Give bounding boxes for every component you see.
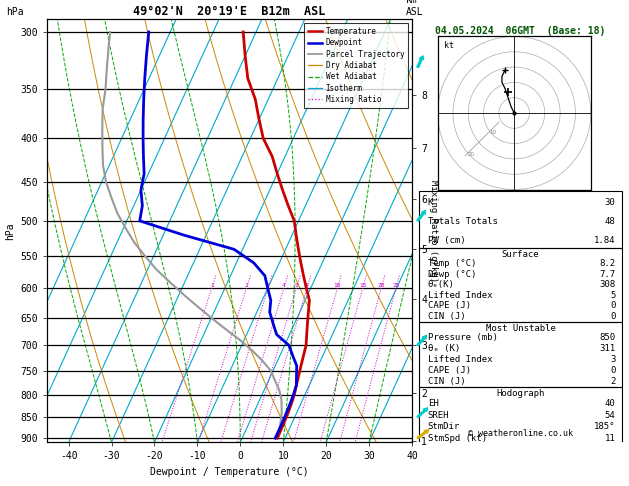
Text: Temp (°C): Temp (°C) <box>428 259 476 268</box>
Text: StmDir: StmDir <box>428 422 460 432</box>
Text: 40: 40 <box>604 399 615 408</box>
Text: 7.7: 7.7 <box>599 270 615 278</box>
Text: Lifted Index: Lifted Index <box>428 291 493 300</box>
Text: θₑ(K): θₑ(K) <box>428 280 455 289</box>
Text: 10: 10 <box>489 130 496 136</box>
Bar <box>420 387 621 444</box>
Text: Surface: Surface <box>502 250 539 259</box>
Text: 2: 2 <box>245 283 248 288</box>
Text: CIN (J): CIN (J) <box>428 312 465 321</box>
Bar <box>420 322 621 387</box>
Text: 10: 10 <box>333 283 341 288</box>
Text: 04.05.2024  06GMT  (Base: 18): 04.05.2024 06GMT (Base: 18) <box>435 26 606 36</box>
Text: 30: 30 <box>604 198 615 207</box>
Text: 2: 2 <box>610 377 615 386</box>
Text: Pressure (mb): Pressure (mb) <box>428 333 498 342</box>
Text: 4: 4 <box>282 283 286 288</box>
Text: 185°: 185° <box>594 422 615 432</box>
Text: 311: 311 <box>599 344 615 353</box>
Y-axis label: Mixing Ratio (g/kg): Mixing Ratio (g/kg) <box>429 180 438 282</box>
Text: 54: 54 <box>604 411 615 420</box>
Text: © weatheronline.co.uk: © weatheronline.co.uk <box>468 429 573 438</box>
Text: hPa: hPa <box>6 7 24 17</box>
Bar <box>420 248 621 322</box>
Text: 1.84: 1.84 <box>594 236 615 244</box>
Y-axis label: hPa: hPa <box>5 222 15 240</box>
Text: CAPE (J): CAPE (J) <box>428 366 470 375</box>
Text: CIN (J): CIN (J) <box>428 377 465 386</box>
Text: 5: 5 <box>610 291 615 300</box>
Text: 0: 0 <box>610 301 615 311</box>
Text: 15: 15 <box>359 283 367 288</box>
Text: K: K <box>428 198 433 207</box>
Text: SREH: SREH <box>428 411 449 420</box>
Text: Most Unstable: Most Unstable <box>486 324 555 333</box>
Text: Lifted Index: Lifted Index <box>428 355 493 364</box>
Text: 5: 5 <box>294 283 298 288</box>
Text: PW (cm): PW (cm) <box>428 236 465 244</box>
Text: 11: 11 <box>604 434 615 443</box>
Text: 6: 6 <box>305 283 309 288</box>
Text: 308: 308 <box>599 280 615 289</box>
Text: EH: EH <box>428 399 438 408</box>
Text: 3: 3 <box>610 355 615 364</box>
Text: Dewp (°C): Dewp (°C) <box>428 270 476 278</box>
Text: 25: 25 <box>392 283 399 288</box>
Bar <box>420 191 621 248</box>
Text: kt: kt <box>444 41 454 50</box>
Text: θₑ (K): θₑ (K) <box>428 344 460 353</box>
X-axis label: Dewpoint / Temperature (°C): Dewpoint / Temperature (°C) <box>150 467 309 477</box>
Text: 48: 48 <box>604 217 615 226</box>
Text: Totals Totals: Totals Totals <box>428 217 498 226</box>
Legend: Temperature, Dewpoint, Parcel Trajectory, Dry Adiabat, Wet Adiabat, Isotherm, Mi: Temperature, Dewpoint, Parcel Trajectory… <box>304 23 408 107</box>
Text: Hodograph: Hodograph <box>496 389 545 399</box>
Text: 0: 0 <box>610 366 615 375</box>
Text: 20: 20 <box>377 283 385 288</box>
Text: 20: 20 <box>468 152 475 157</box>
Text: CAPE (J): CAPE (J) <box>428 301 470 311</box>
Title: 49°02'N  20°19'E  B12m  ASL: 49°02'N 20°19'E B12m ASL <box>133 5 326 18</box>
Text: 850: 850 <box>599 333 615 342</box>
Text: 8.2: 8.2 <box>599 259 615 268</box>
Text: StmSpd (kt): StmSpd (kt) <box>428 434 487 443</box>
Text: km
ASL: km ASL <box>406 0 423 17</box>
Text: 1: 1 <box>210 283 214 288</box>
Text: 3: 3 <box>266 283 270 288</box>
Text: 0: 0 <box>610 312 615 321</box>
